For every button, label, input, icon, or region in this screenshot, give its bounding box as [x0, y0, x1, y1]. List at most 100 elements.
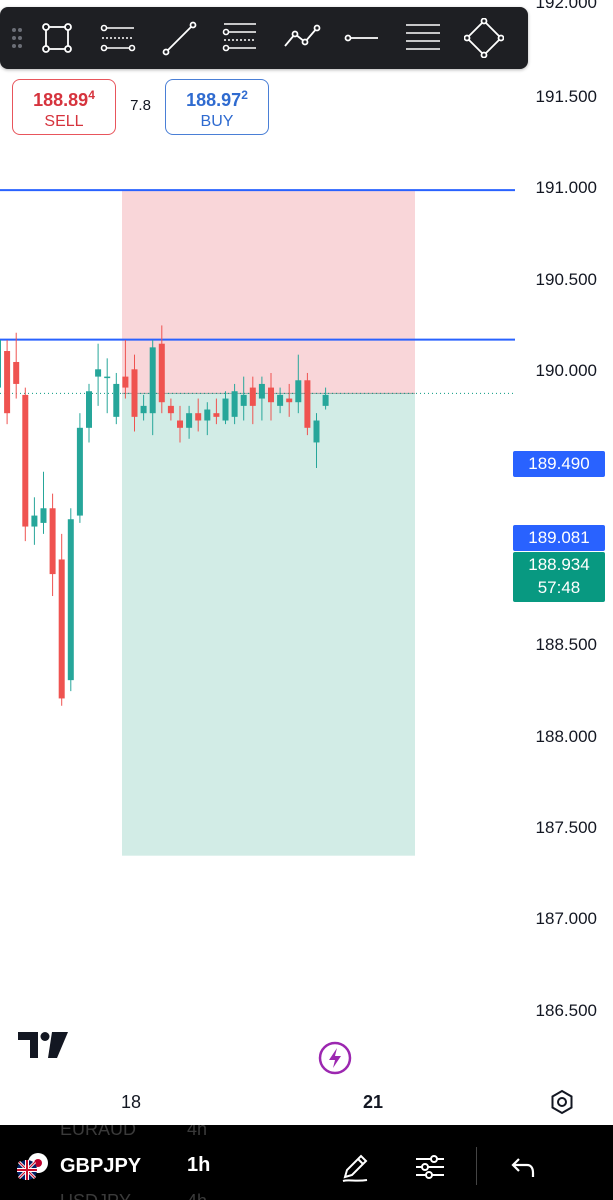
- time-axis-label: 18: [121, 1092, 142, 1112]
- indicator-settings-icon[interactable]: [412, 1149, 448, 1185]
- price-axis-label: 187.000: [535, 909, 597, 928]
- level-price-tag-upper[interactable]: 189.490: [513, 451, 605, 477]
- fib-retracement-button[interactable]: [209, 7, 270, 69]
- candle-body: [76, 427, 83, 516]
- price-axis-label: 192.000: [535, 0, 597, 12]
- candle-body: [122, 376, 129, 388]
- price-axis-label: 190.500: [535, 270, 597, 289]
- buy-button[interactable]: 188.972 BUY: [165, 79, 269, 135]
- candle-body: [277, 394, 284, 406]
- horizontal-lines-button[interactable]: [392, 7, 453, 69]
- current-price-tag: 188.934 57:48: [513, 552, 605, 602]
- candle-body: [231, 391, 238, 417]
- lightning-icon[interactable]: [318, 1041, 352, 1075]
- drawing-toolbar: [0, 7, 528, 69]
- candle-body: [177, 420, 183, 428]
- path-tool-button[interactable]: [270, 7, 331, 69]
- parallel-channel-icon: [100, 24, 135, 52]
- candle-body: [186, 413, 193, 428]
- candle-body: [304, 380, 311, 428]
- path-tool-icon: [283, 24, 320, 47]
- symbol-selector[interactable]: GBPJPY: [16, 1151, 141, 1181]
- candle-body: [113, 383, 120, 417]
- candle-body: [0, 340, 1, 388]
- candle-body: [58, 559, 65, 699]
- ghost-symbol-above: EURAUD: [60, 1125, 137, 1139]
- candle-body: [240, 394, 247, 406]
- price-axis-label: 191.500: [535, 87, 597, 106]
- chart-settings-icon[interactable]: [548, 1088, 576, 1116]
- candle-body: [295, 380, 302, 403]
- candle-body: [195, 413, 202, 421]
- buy-price: 188.972: [186, 88, 248, 110]
- candle-body: [131, 369, 138, 417]
- candle-body: [222, 398, 229, 421]
- candle-body: [322, 394, 329, 406]
- horizontal-lines-icon: [405, 24, 440, 50]
- price-axis-label: 190.000: [535, 361, 597, 380]
- candle-body: [167, 405, 174, 414]
- buy-label: BUY: [200, 113, 234, 130]
- horizontal-ray-button[interactable]: [331, 7, 392, 69]
- trend-line-button[interactable]: [148, 7, 209, 69]
- candle-body: [13, 361, 20, 384]
- symbol-name: GBPJPY: [60, 1154, 142, 1177]
- candle-body: [49, 508, 56, 575]
- sell-button[interactable]: 188.894 SELL: [12, 79, 116, 135]
- sell-label: SELL: [44, 113, 84, 130]
- candle-body: [213, 413, 220, 417]
- candle-body: [86, 391, 92, 428]
- spread-value: 7.8: [130, 97, 151, 114]
- ghost-interval-above: 4h: [187, 1125, 208, 1139]
- tradingview-logo: [18, 1032, 68, 1058]
- time-axis-label: 21: [363, 1092, 384, 1112]
- horizontal-ray-icon: [344, 34, 378, 42]
- candle-body: [268, 387, 274, 403]
- ghost-symbol-below: USDJPY: [60, 1191, 131, 1200]
- trade-panel: 188.894 SELL 7.8 188.972 BUY: [12, 79, 270, 135]
- candle-body: [31, 515, 38, 527]
- draw-pen-icon[interactable]: [337, 1149, 373, 1185]
- parallel-channel-button[interactable]: [87, 7, 148, 69]
- candle-body: [22, 394, 29, 527]
- chart-canvas[interactable]: [0, 0, 613, 1125]
- stop-loss-zone: [122, 190, 415, 394]
- undo-icon[interactable]: [505, 1149, 541, 1185]
- candle-body: [4, 351, 11, 414]
- rectangle-tool-icon: [41, 23, 72, 53]
- candle-body: [286, 398, 293, 403]
- interval-selector[interactable]: 1h: [187, 1154, 211, 1176]
- candle-body: [204, 409, 211, 421]
- price-axis-label: 186.500: [535, 1001, 597, 1020]
- price-axis-label: 188.000: [535, 727, 597, 746]
- drag-handle-icon[interactable]: [8, 23, 26, 53]
- rotated-rectangle-button[interactable]: [453, 7, 514, 69]
- price-axis-label: 188.500: [535, 635, 597, 654]
- candle-body: [158, 343, 165, 403]
- price-axis-label: 191.000: [535, 178, 597, 197]
- trend-line-icon: [162, 21, 196, 56]
- candle-body: [149, 347, 156, 414]
- candle-body: [40, 508, 47, 523]
- sell-price: 188.894: [33, 88, 95, 110]
- ghost-interval-below: 4h: [187, 1191, 207, 1200]
- price-axis-label: 187.500: [535, 818, 597, 837]
- bar-countdown: 57:48: [537, 578, 581, 597]
- chart-area[interactable]: 192.000 191.500 191.000 190.500 190.000 …: [0, 0, 613, 1125]
- candle-body: [140, 405, 147, 414]
- bottom-bar: EURAUD 4h USDJPY 4h GBPJPY 1h: [0, 1125, 613, 1200]
- fib-retracement-icon: [222, 23, 256, 52]
- candle-body: [258, 383, 265, 399]
- rectangle-tool-button[interactable]: [26, 7, 87, 69]
- candle-body: [67, 519, 74, 681]
- take-profit-zone: [122, 393, 415, 856]
- toolbar-divider: [476, 1147, 477, 1185]
- candle-body: [104, 376, 111, 379]
- candle-body: [95, 369, 102, 377]
- rotated-rectangle-icon: [463, 18, 504, 58]
- candle-body: [249, 387, 256, 406]
- uk-japan-flag-icon: [17, 1153, 48, 1180]
- level-price-tag-lower[interactable]: 189.081: [513, 525, 605, 551]
- candle-body: [313, 420, 320, 443]
- current-price-value: 188.934: [528, 555, 590, 574]
